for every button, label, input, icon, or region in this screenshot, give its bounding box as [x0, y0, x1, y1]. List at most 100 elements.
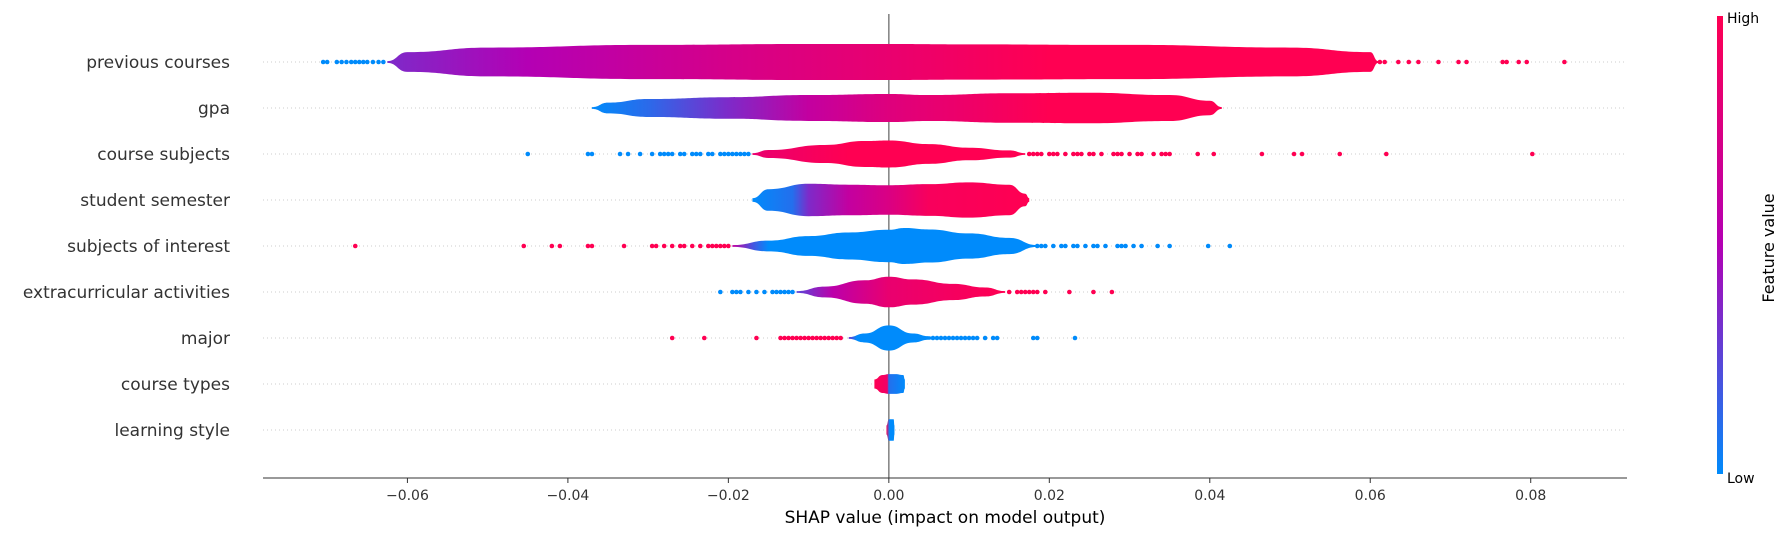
outlier-dot — [1337, 151, 1343, 157]
outlier-dot — [1155, 243, 1160, 249]
outlier-dot — [706, 243, 711, 249]
outlier-dot — [585, 243, 591, 249]
outlier-dot — [762, 289, 767, 295]
outlier-dot — [1014, 289, 1020, 295]
outlier-dot — [946, 335, 952, 341]
outlier-dot — [689, 151, 695, 157]
feature-label: student semester — [80, 191, 230, 211]
outlier-dot — [718, 289, 723, 295]
outlier-dot — [697, 243, 703, 249]
outlier-dot — [657, 151, 663, 157]
outlier-dot — [697, 151, 703, 157]
outlier-dot — [970, 335, 976, 341]
outlier-dot — [798, 335, 803, 341]
outlier-dot — [1139, 243, 1144, 249]
outlier-dot — [1047, 151, 1052, 157]
outlier-dot — [930, 335, 936, 341]
outlier-dot — [746, 289, 751, 295]
outlier-dot — [1119, 151, 1124, 157]
outlier-dot — [324, 59, 330, 65]
outlier-dot — [1406, 59, 1412, 65]
colorbar — [1717, 16, 1723, 474]
outlier-dot — [990, 335, 996, 341]
outlier-dot — [746, 151, 751, 157]
outlier-dot — [754, 289, 759, 295]
outlier-dot — [637, 151, 643, 157]
outlier-dot — [818, 335, 823, 341]
outlier-dot — [665, 151, 671, 157]
outlier-dot — [1135, 151, 1140, 157]
outlier-dot — [376, 59, 381, 65]
x-tick-label: −0.02 — [707, 488, 750, 504]
violins — [387, 44, 1379, 441]
outlier-dot — [830, 335, 835, 341]
outlier-dot — [352, 243, 358, 249]
outlier-dot — [1051, 151, 1056, 157]
outlier-dot — [782, 289, 787, 295]
outlier-dot — [802, 335, 807, 341]
outlier-dot — [1018, 289, 1024, 295]
outlier-dot — [1099, 151, 1104, 157]
outlier-dot — [1042, 289, 1048, 295]
outlier-dot — [814, 335, 819, 341]
feature-label: subjects of interest — [67, 237, 230, 257]
outlier-dot — [838, 335, 843, 341]
outlier-dot — [774, 289, 779, 295]
outlier-dot — [589, 243, 595, 249]
outlier-dot — [1500, 59, 1505, 65]
x-tick-label: 0.04 — [1194, 488, 1225, 504]
outlier-dot — [718, 151, 723, 157]
outlier-dot — [1072, 335, 1078, 341]
outlier-dot — [1416, 59, 1421, 65]
outlier-dot — [1034, 243, 1040, 249]
outlier-dot — [1205, 243, 1211, 249]
violin-shape — [752, 182, 1030, 218]
feature-label: course subjects — [97, 145, 230, 165]
outlier-dot — [617, 151, 623, 157]
outlier-dot — [958, 335, 964, 341]
outlier-dot — [677, 151, 683, 157]
outlier-dot — [669, 335, 675, 341]
outlier-dot — [966, 335, 972, 341]
outlier-dot — [822, 335, 827, 341]
outlier-dot — [1504, 59, 1509, 65]
outlier-dot — [677, 243, 683, 249]
outlier-dot — [1131, 243, 1136, 249]
x-tick-label: 0.02 — [1034, 488, 1065, 504]
outlier-dot — [1071, 151, 1076, 157]
outlier-dot — [1530, 151, 1535, 157]
outlier-dot — [1524, 59, 1530, 65]
outlier-dot — [1456, 59, 1461, 65]
outlier-dot — [1087, 151, 1092, 157]
outlier-dot — [1211, 151, 1217, 157]
outlier-dot — [549, 243, 555, 249]
outlier-dot — [625, 151, 631, 157]
outlier-dot — [661, 243, 667, 249]
outlier-dot — [782, 335, 787, 341]
outlier-dot — [1026, 151, 1032, 157]
outlier-dot — [365, 59, 370, 65]
outlier-dot — [1516, 59, 1521, 65]
outlier-dot — [1034, 335, 1040, 341]
violin-shape — [732, 228, 1038, 264]
outlier-dot — [1259, 151, 1265, 157]
outlier-dot — [1111, 151, 1116, 157]
outlier-dot — [1151, 151, 1156, 157]
outlier-dot — [950, 335, 956, 341]
x-tick-label: 0.08 — [1515, 488, 1546, 504]
outlier-dot — [589, 151, 595, 157]
outlier-dot — [1195, 151, 1201, 157]
outlier-dot — [738, 151, 743, 157]
outlier-dot — [734, 151, 739, 157]
violin-shape — [886, 419, 895, 441]
outlier-dot — [1034, 151, 1040, 157]
outlier-dot — [1022, 289, 1028, 295]
outlier-dot — [381, 59, 386, 65]
outlier-dot — [334, 59, 340, 65]
outlier-dot — [1167, 151, 1172, 157]
outlier-dot — [778, 289, 783, 295]
outlier-dot — [1396, 59, 1401, 65]
outlier-dot — [1091, 289, 1096, 295]
outlier-dot — [706, 151, 711, 157]
